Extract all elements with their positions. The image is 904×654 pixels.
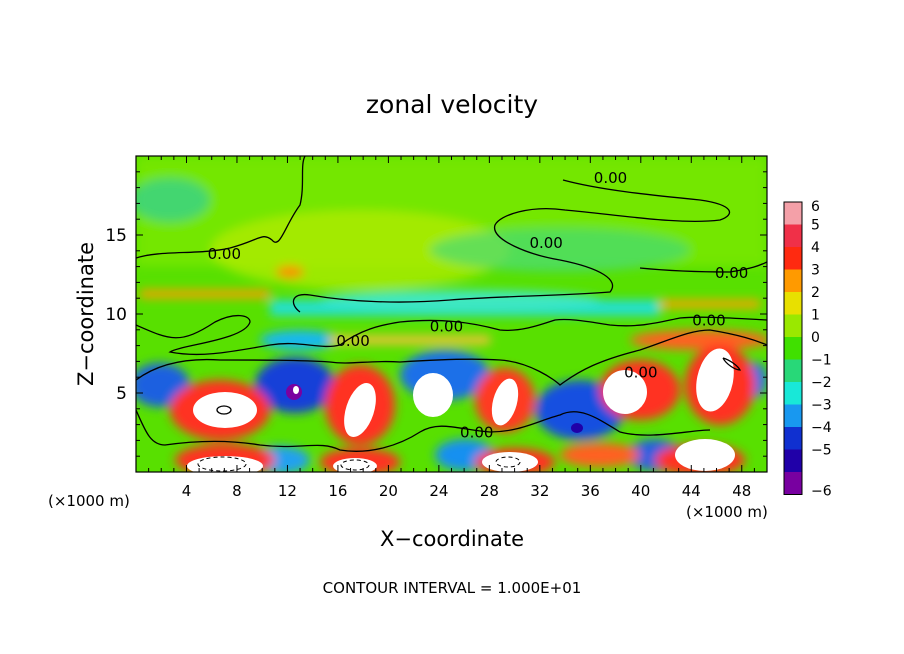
x-tick-label: 16 [328, 482, 347, 500]
colorbar-label: 3 [811, 263, 820, 279]
colorbar-swatch [784, 427, 802, 450]
x-tick-label: 32 [530, 482, 549, 500]
colorbar-swatch [784, 292, 802, 315]
colorbar-swatch [784, 449, 802, 472]
colorbar-label: −2 [811, 375, 832, 391]
x-axis-label: X−coordinate [380, 527, 524, 551]
colorbar-label: 1 [811, 308, 820, 324]
y-tick-label: 15 [105, 226, 127, 246]
x-tick-label: 4 [182, 482, 192, 500]
x-tick-labels: 4 8 12 16 20 24 28 32 36 40 44 48 [182, 482, 752, 500]
y-axis-label: Z−coordinate [74, 242, 98, 386]
x-tick-label: 36 [581, 482, 600, 500]
colorbar-swatch [784, 269, 802, 292]
colorbar-frame [783, 201, 803, 495]
contour-interval-note: CONTOUR INTERVAL = 1.000E+01 [323, 579, 582, 597]
contour-label: 0.00 [529, 234, 562, 252]
contour-label: 0.00 [692, 311, 725, 329]
x-tick-label: 48 [732, 482, 751, 500]
colorbar-label: 2 [811, 285, 820, 301]
colorbar-swatch [784, 224, 802, 247]
x-tick-label: 12 [278, 482, 297, 500]
chart-title: zonal velocity [366, 90, 538, 119]
colorbar-label: 5 [811, 218, 820, 234]
contour-label: 0.00 [208, 245, 241, 263]
heatmap-field [136, 156, 767, 472]
colorbar-swatch [784, 472, 802, 495]
x-tick-label: 24 [429, 482, 448, 500]
colorbar-label: 6 [811, 199, 820, 215]
x-tick-label: 28 [480, 482, 499, 500]
colorbar-swatch [784, 404, 802, 427]
x-multiplier-right: (×1000 m) [686, 503, 768, 521]
contour-label: 0.00 [460, 424, 493, 442]
colorbar-label: −6 [811, 484, 832, 500]
colorbar-swatch [784, 314, 802, 337]
contour-label: 0.00 [430, 318, 463, 336]
x-tick-label: 20 [379, 482, 398, 500]
colorbar-label: 0 [811, 330, 820, 346]
colorbar-swatch [784, 382, 802, 405]
x-tick-label: 40 [631, 482, 650, 500]
contour-labels: 0.00 0.00 0.00 0.00 0.00 0.00 0.00 0.00 0.00 [208, 169, 749, 441]
contour-label: 0.00 [624, 363, 657, 381]
contour-label: 0.00 [594, 169, 627, 187]
colorbar-label: −4 [811, 420, 832, 436]
axis-ticks [136, 156, 767, 472]
colorbar-swatch [784, 337, 802, 360]
contour-label: 0.00 [715, 264, 748, 282]
contour-label: 0.00 [336, 332, 369, 350]
y-tick-labels: 5 10 15 [105, 226, 127, 404]
colorbar-label: −5 [811, 443, 832, 459]
colorbar-label: −3 [811, 398, 832, 414]
colorbar-swatch [784, 359, 802, 382]
colorbar-swatch [784, 202, 802, 225]
colorbar: 6 5 4 3 2 1 0 −1 −2 −3 −4 −5 −6 [783, 199, 832, 500]
y-tick-label: 5 [116, 384, 127, 404]
colorbar-swatch [784, 247, 802, 270]
x-tick-label: 44 [682, 482, 701, 500]
x-tick-label: 8 [232, 482, 242, 500]
y-tick-label: 10 [105, 305, 127, 325]
colorbar-label: 4 [811, 240, 820, 256]
x-multiplier-left: (×1000 m) [48, 492, 130, 510]
colorbar-label: −1 [811, 353, 832, 369]
